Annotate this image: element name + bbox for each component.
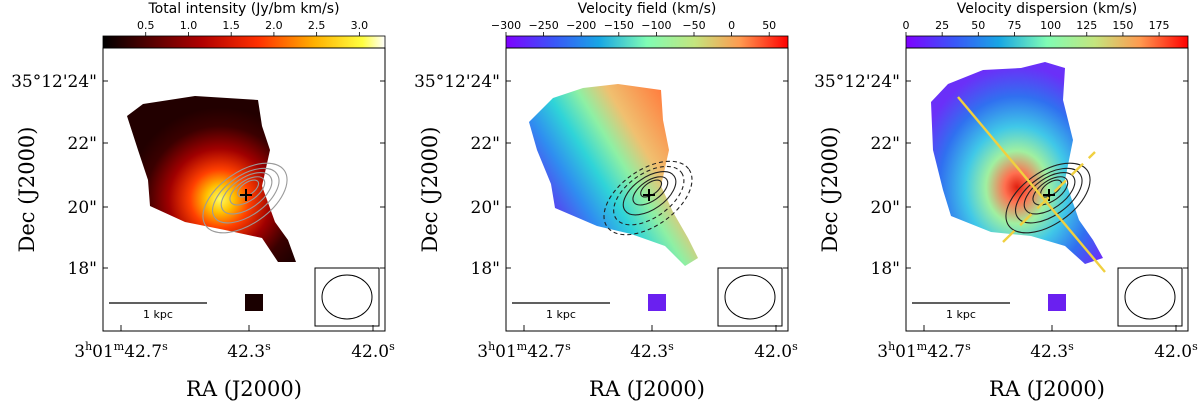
x-axis-label: RA (J2000) [589,377,705,401]
emission-map [529,84,698,266]
colorbar-tick-label: 175 [1149,19,1170,32]
y-tick-label: 22" [471,134,500,154]
contour [1015,167,1083,224]
emission-map [127,96,296,262]
colorbar-tick-label: 50 [762,19,776,32]
major-axis-line [957,96,1106,273]
emission-map [931,62,1103,264]
center-marker [643,189,655,201]
small-blob [245,294,263,311]
contour [632,176,669,206]
contour [212,167,280,224]
y-tick-label: 35°12'24" [11,72,97,92]
x-tick-label: 42.3s [630,340,674,362]
minor-axis-line [1002,151,1096,243]
contour [229,176,266,206]
contour [622,171,677,216]
y-tick-label: 35°12'24" [814,72,900,92]
y-tick-label: 22" [68,134,97,154]
colorbar-tick-label: 2.5 [308,19,326,32]
colorbar-tick-label: 3.0 [351,19,369,32]
colorbar-tick-label: 150 [1112,19,1133,32]
y-axis-label: Dec (J2000) [15,127,39,253]
x-tick-label: 3h01m42.7s [477,340,571,362]
center-marker [240,189,252,201]
x-tick-label: 42.0s [754,340,798,362]
contour [1005,162,1091,234]
beam-box [1117,267,1183,327]
contour [237,179,260,198]
x-tick-label: 42.0s [1154,340,1198,362]
colorbar-tick-label: −250 [528,19,558,32]
small-blob [1048,294,1066,311]
contour [1032,176,1069,206]
beam-box [717,267,783,327]
colorbar [505,35,789,49]
y-tick-label: 20" [871,198,900,218]
y-tick-label: 18" [68,259,97,279]
y-axis-label: Dec (J2000) [818,127,842,253]
colorbar-tick-label: −100 [641,19,671,32]
colorbar-tick-label: 0.5 [137,19,155,32]
beam-ellipse [321,274,373,320]
scale-bar-label: 1 kpc [546,308,576,321]
contour [220,172,273,215]
panel-3: Velocity dispersion (km/s) 0 25 50 75 100 125 1… [814,1,1198,401]
colorbar-title: Total intensity (Jy/bm km/s) [147,1,339,17]
colorbar-tick-label: −150 [604,19,634,32]
colorbar-tick-label: 0 [728,19,735,32]
colorbar-tick-label: −50 [682,19,705,32]
panel-2: Velocity field (km/s) −300 −250 −200 −150 −10… [414,1,798,401]
colorbar-tick-label: 25 [935,19,949,32]
x-tick-label: 42.3s [1030,340,1074,362]
scale-bar-label: 1 kpc [946,308,976,321]
colorbar [905,35,1189,49]
y-tick-label: 20" [68,198,97,218]
colorbar-title: Velocity dispersion (km/s) [957,1,1137,17]
colorbar-tick-label: 125 [1076,19,1097,32]
panel-1: Total intensity (Jy/bm km/s) 0.5 1.0 1.5 2.0… [11,1,395,401]
colorbar-tick-label: 2.0 [265,19,283,32]
x-tick-label: 42.3s [227,340,271,362]
y-tick-label: 35°12'24" [414,72,500,92]
scale-bar-label: 1 kpc [143,308,173,321]
colorbar-tick-label: 1.0 [180,19,198,32]
colorbar-tick-label: 1.5 [222,19,240,32]
x-axis-label: RA (J2000) [989,377,1105,401]
contour [1023,172,1076,215]
colorbar [102,35,386,49]
x-axis-label: RA (J2000) [186,377,302,401]
colorbar-tick-label: −200 [566,19,596,32]
y-tick-label: 22" [871,134,900,154]
colorbar-tick-label: 75 [1007,19,1021,32]
x-tick-label: 3h01m42.7s [74,340,168,362]
colorbar-title: Velocity field (km/s) [578,1,717,17]
colorbar-tick-label: 100 [1040,19,1061,32]
contour [613,165,685,226]
contour [640,179,663,198]
y-tick-label: 18" [471,259,500,279]
y-tick-label: 20" [471,198,500,218]
colorbar-tick-label: 50 [971,19,985,32]
beam-ellipse [1124,274,1176,320]
beam-box [314,267,380,327]
colorbar-tick-label: −300 [491,19,521,32]
contour [202,162,288,234]
y-axis-label: Dec (J2000) [418,127,442,253]
center-marker [1043,189,1055,201]
small-blob [648,294,666,311]
x-tick-label: 3h01m42.7s [877,340,971,362]
beam-ellipse [724,274,776,320]
x-tick-label: 42.0s [351,340,395,362]
y-tick-label: 18" [871,259,900,279]
colorbar-tick-label: 0 [903,19,910,32]
